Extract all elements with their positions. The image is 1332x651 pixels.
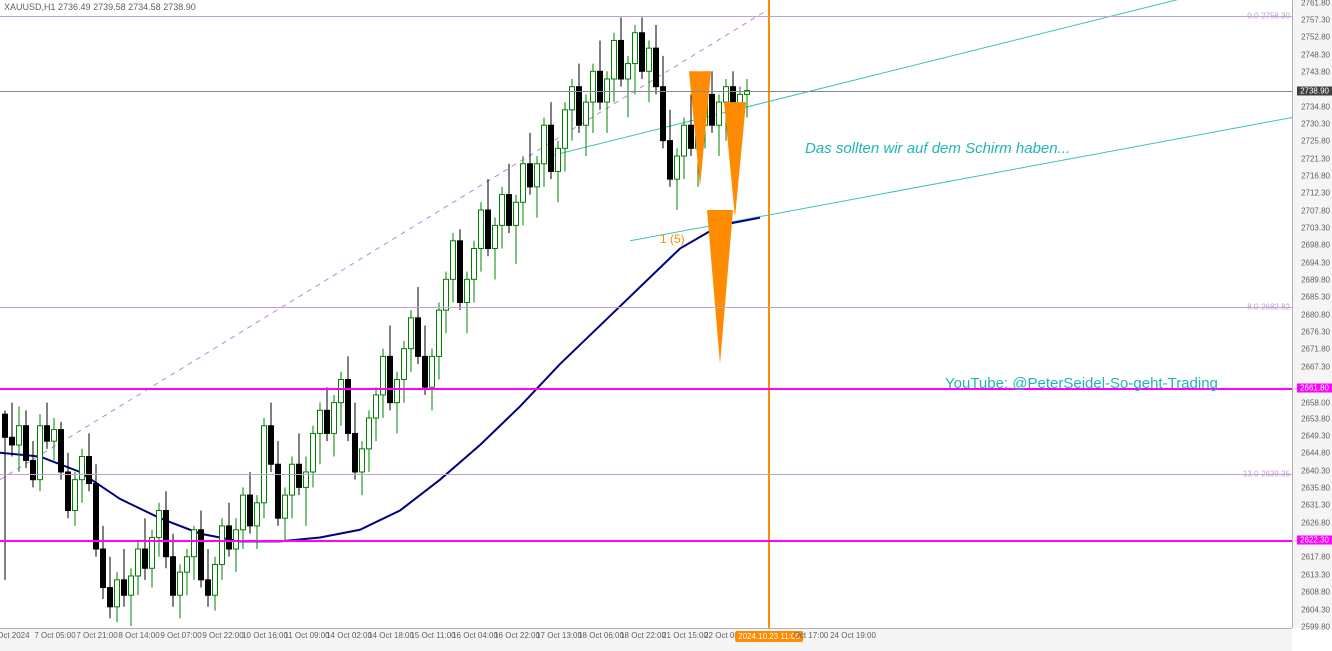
y-axis-tick: 2761.80 <box>1301 0 1330 7</box>
price-level-tag: 2622.30 <box>1297 536 1332 545</box>
ohlc-low: 2734.58 <box>128 2 161 12</box>
x-axis-tick: 17 Oct 13:00 <box>536 631 582 640</box>
y-axis-tick: 2604.30 <box>1301 605 1330 614</box>
y-axis-tick: 2730.30 <box>1301 120 1330 129</box>
chart-annotation-note: Das sollten wir auf dem Schirm haben... <box>805 140 1070 157</box>
y-axis-tick: 2599.80 <box>1301 622 1330 631</box>
current-price-tag: 2738.90 <box>1297 86 1332 95</box>
x-axis-tick: 16 Oct 22:00 <box>494 631 540 640</box>
y-axis-tick: 2631.30 <box>1301 501 1330 510</box>
ohlc-high: 2739.58 <box>93 2 126 12</box>
x-axis-tick: 18 Oct 22:00 <box>620 631 666 640</box>
ohlc-open: 2736.49 <box>58 2 91 12</box>
y-axis-tick: 2617.80 <box>1301 553 1330 562</box>
y-axis-tick: 2626.80 <box>1301 518 1330 527</box>
x-axis-tick: 9 Oct 22:00 <box>202 631 243 640</box>
y-axis-tick: 2752.80 <box>1301 33 1330 42</box>
y-axis-tick: 2689.80 <box>1301 276 1330 285</box>
y-axis-tick: 2671.80 <box>1301 345 1330 354</box>
elliott-wave-label: 1 (5) <box>660 232 685 246</box>
price-level-tag: 2661.80 <box>1297 383 1332 392</box>
x-axis-tick: 11 Oct 09:00 <box>284 631 329 640</box>
y-axis-tick: 2721.30 <box>1301 154 1330 163</box>
y-axis-tick: 2658.00 <box>1301 398 1330 407</box>
horizontal-level-line <box>0 16 1292 17</box>
horizontal-level-line <box>0 474 1292 475</box>
y-axis-tick: 2667.30 <box>1301 362 1330 371</box>
symbol-label: XAUUSD,H1 <box>4 2 56 12</box>
y-axis-tick: 2712.30 <box>1301 189 1330 198</box>
chart-annotation-youtube: YouTube: @PeterSeidel-So-geht-Trading <box>945 375 1218 392</box>
x-axis-tick: 9 Oct 07:00 <box>160 631 201 640</box>
y-axis-tick: 2698.80 <box>1301 241 1330 250</box>
y-axis-tick: 2707.80 <box>1301 206 1330 215</box>
y-axis-tick: 2694.30 <box>1301 258 1330 267</box>
y-axis-tick: 2653.80 <box>1301 414 1330 423</box>
x-axis-tick: 14 Oct 18:00 <box>368 631 414 640</box>
x-axis-tick: 16 Oct 04:00 <box>452 631 498 640</box>
fib-level-label: 13.0-2639.35 <box>1243 470 1290 479</box>
y-axis-tick: 2680.80 <box>1301 310 1330 319</box>
x-axis-tick: 4 Oct 2024 <box>0 631 30 640</box>
ohlc-close: 2738.90 <box>163 2 196 12</box>
y-axis-tick: 2613.30 <box>1301 570 1330 579</box>
x-axis-tick: Oct 17:00 <box>794 631 829 640</box>
x-axis-tick: 21 Oct 15:00 <box>662 631 708 640</box>
fib-level-label: 0.0-2758.30 <box>1247 12 1290 21</box>
x-axis-tick: 8 Oct 14:00 <box>118 631 159 640</box>
x-axis-tick: 10 Oct 16:00 <box>242 631 288 640</box>
y-axis-tick: 2685.30 <box>1301 293 1330 302</box>
horizontal-level-line <box>0 91 1292 92</box>
ticker-info: XAUUSD,H1 2736.49 2739.58 2734.58 2738.9… <box>4 2 196 12</box>
x-axis-tick: 24 Oct 19:00 <box>830 631 876 640</box>
y-axis-tick: 2676.30 <box>1301 328 1330 337</box>
y-axis-tick: 2644.80 <box>1301 449 1330 458</box>
chart-plot-area[interactable] <box>0 0 1292 628</box>
horizontal-level-line <box>0 307 1292 308</box>
horizontal-level-line <box>0 540 1292 542</box>
y-axis-tick: 2608.80 <box>1301 588 1330 597</box>
x-axis-tick: 7 Oct 05:00 <box>34 631 75 640</box>
y-axis-tick: 2635.80 <box>1301 484 1330 493</box>
time-axis: 4 Oct 2024 7 Oct 05:007 Oct 21:008 Oct 14… <box>0 628 1292 651</box>
y-axis-tick: 2649.30 <box>1301 432 1330 441</box>
y-axis-tick: 2734.80 <box>1301 102 1330 111</box>
price-axis: 2761.80 2757.30 2752.80 2748.30 2743.80 2738.… <box>1292 0 1332 628</box>
x-axis-tick: 18 Oct 06:00 <box>578 631 624 640</box>
y-axis-tick: 2703.30 <box>1301 224 1330 233</box>
y-axis-tick: 2748.30 <box>1301 50 1330 59</box>
x-axis-tick: 15 Oct 11:00 <box>410 631 455 640</box>
x-axis-tick: 7 Oct 21:00 <box>76 631 117 640</box>
y-axis-tick: 2757.30 <box>1301 16 1330 25</box>
x-axis-tick: 14 Oct 02:00 <box>326 631 372 640</box>
y-axis-tick: 2640.30 <box>1301 466 1330 475</box>
y-axis-tick: 2743.80 <box>1301 68 1330 77</box>
fib-level-label: 8.0-2682.82 <box>1247 302 1290 311</box>
y-axis-tick: 2716.80 <box>1301 172 1330 181</box>
y-axis-tick: 2725.80 <box>1301 137 1330 146</box>
